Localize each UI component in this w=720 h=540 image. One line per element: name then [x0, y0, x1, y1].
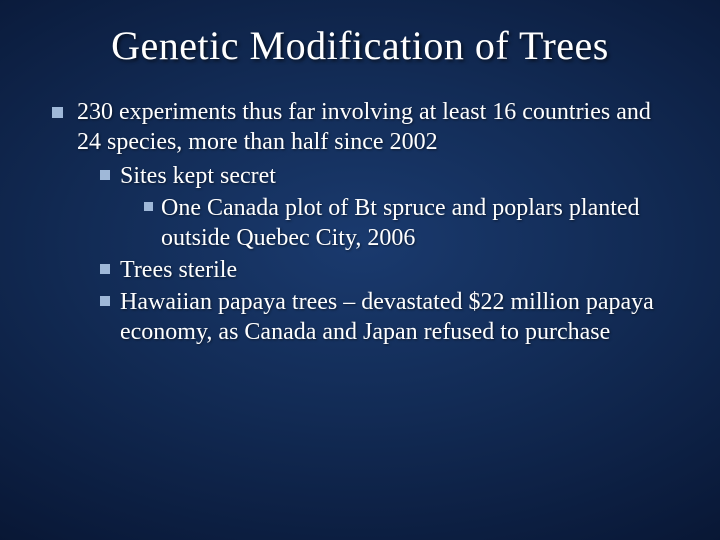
bullet-item-level2: Hawaiian papaya trees – devastated $22 m…	[100, 287, 668, 347]
bullet-item-level3: One Canada plot of Bt spruce and poplars…	[144, 193, 668, 253]
bullet-text: Trees sterile	[120, 255, 668, 285]
square-bullet-icon	[100, 264, 110, 274]
square-bullet-icon	[52, 107, 63, 118]
slide-body: 230 experiments thus far involving at le…	[0, 69, 720, 347]
square-bullet-icon	[144, 202, 153, 211]
bullet-item-level2: Trees sterile	[100, 255, 668, 285]
bullet-item-level2: Sites kept secret	[100, 161, 668, 191]
slide-title: Genetic Modification of Trees	[0, 0, 720, 69]
bullet-text: Sites kept secret	[120, 161, 668, 191]
bullet-item-level1: 230 experiments thus far involving at le…	[52, 97, 668, 157]
square-bullet-icon	[100, 296, 110, 306]
bullet-text: One Canada plot of Bt spruce and poplars…	[161, 193, 668, 253]
square-bullet-icon	[100, 170, 110, 180]
bullet-text: Hawaiian papaya trees – devastated $22 m…	[120, 287, 668, 347]
bullet-text: 230 experiments thus far involving at le…	[77, 97, 668, 157]
slide: Genetic Modification of Trees 230 experi…	[0, 0, 720, 540]
